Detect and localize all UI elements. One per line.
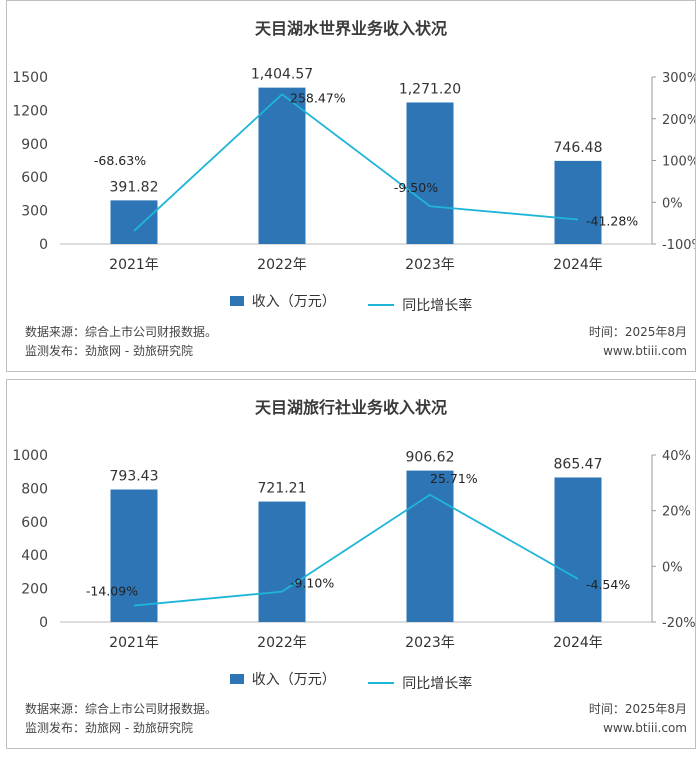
growth-value-label: -14.09% — [86, 584, 138, 599]
y-tick-label: 400 — [21, 548, 48, 564]
footer-left: 数据来源：综合上市公司财报数据。 监测发布：劲旅网 - 劲旅研究院 — [25, 700, 217, 738]
legend-bar-swatch — [229, 674, 244, 684]
bar-value-label: 906.62 — [406, 450, 455, 466]
y-tick-label: 1500 — [12, 70, 48, 86]
y2-tick-label: 100% — [662, 155, 695, 170]
bar — [258, 87, 306, 244]
y-tick-label: 300 — [21, 204, 48, 220]
bar-value-label: 1,271.20 — [399, 81, 461, 97]
legend-item-revenue: 收入（万元） — [229, 669, 336, 689]
y2-tick-label: 20% — [662, 505, 691, 520]
growth-value-label: 258.47% — [290, 90, 346, 105]
x-tick-label: 2022年 — [257, 257, 307, 273]
y-tick-label: 0 — [39, 615, 48, 631]
growth-value-label: -9.10% — [290, 576, 334, 591]
legend-label: 同比增长率 — [402, 676, 473, 692]
bar-value-label: 1,404.57 — [251, 67, 313, 83]
y2-tick-label: 300% — [662, 71, 695, 86]
growth-value-label: -41.28% — [586, 213, 638, 228]
footer-left: 数据来源：综合上市公司财报数据。 监测发布：劲旅网 - 劲旅研究院 — [25, 323, 217, 361]
bar-value-label: 391.82 — [110, 179, 159, 195]
legend-line-swatch — [368, 682, 395, 684]
publisher-text: 监测发布：劲旅网 - 劲旅研究院 — [25, 344, 193, 358]
bar — [554, 160, 602, 244]
bar-value-label: 721.21 — [258, 481, 307, 497]
growth-value-label: 25.71% — [430, 471, 478, 486]
chart-panel-water-world: 天目湖水世界业务收入状况 0 300 600 900 1200 1500 -100% 0% 10… — [6, 0, 696, 372]
site-text: www.btiii.com — [603, 344, 687, 358]
y2-tick-label: 0% — [662, 560, 683, 575]
bar — [406, 470, 454, 622]
growth-value-label: -68.63% — [94, 153, 146, 168]
y2-tick-label: -100% — [662, 238, 695, 253]
legend-label: 收入（万元） — [251, 672, 336, 688]
growth-value-label: -9.50% — [394, 180, 438, 195]
bar — [406, 102, 454, 244]
legend-item-revenue: 收入（万元） — [229, 291, 336, 311]
chart-panel-travel-agency: 天目湖旅行社业务收入状况 0 200 400 600 800 1000 -20% 0% 20% 4… — [6, 379, 696, 749]
bar — [554, 477, 602, 622]
y2-tick-label: 200% — [662, 113, 695, 128]
x-tick-label: 2021年 — [109, 635, 159, 651]
y-tick-label: 200 — [21, 582, 48, 598]
time-text: 时间：2025年8月 — [588, 702, 687, 716]
x-tick-label: 2024年 — [553, 257, 603, 273]
bar-value-label: 793.43 — [110, 468, 159, 484]
chart-title: 天目湖旅行社业务收入状况 — [254, 398, 447, 417]
chart-title: 天目湖水世界业务收入状况 — [254, 19, 447, 38]
legend-label: 收入（万元） — [251, 294, 336, 310]
growth-value-label: -4.54% — [586, 577, 630, 592]
y-tick-label: 900 — [21, 137, 48, 153]
y-tick-label: 1200 — [12, 103, 48, 119]
bar — [110, 489, 158, 622]
legend-bar-swatch — [229, 296, 244, 306]
site-text: www.btiii.com — [603, 721, 687, 735]
x-tick-label: 2023年 — [405, 257, 455, 273]
x-tick-label: 2022年 — [257, 635, 307, 651]
y-tick-label: 600 — [21, 515, 48, 531]
growth-line — [133, 493, 579, 607]
x-tick-label: 2023年 — [405, 635, 455, 651]
x-tick-label: 2021年 — [109, 257, 159, 273]
bar — [110, 200, 158, 244]
chart-legend: 收入（万元） 同比增长率 — [7, 669, 695, 693]
data-source-text: 数据来源：综合上市公司财报数据。 — [25, 325, 218, 339]
bar — [258, 501, 306, 622]
time-text: 时间：2025年8月 — [588, 325, 687, 339]
legend-item-growth: 同比增长率 — [368, 295, 472, 315]
y-tick-label: 600 — [21, 170, 48, 186]
y2-tick-label: 40% — [662, 449, 691, 464]
publisher-text: 监测发布：劲旅网 - 劲旅研究院 — [25, 721, 193, 735]
bar-value-label: 746.48 — [554, 140, 603, 156]
data-source-text: 数据来源：综合上市公司财报数据。 — [25, 702, 218, 716]
growth-line — [133, 93, 579, 232]
x-tick-label: 2024年 — [553, 635, 603, 651]
footer-right: 时间：2025年8月 www.btiii.com — [589, 700, 687, 738]
bar-value-label: 865.47 — [554, 456, 603, 472]
legend-line-swatch — [368, 304, 395, 306]
footer-right: 时间：2025年8月 www.btiii.com — [589, 323, 687, 361]
chart-plot-area: 0 200 400 600 800 1000 -20% 0% 20% 40% 793.43 721.2… — [12, 448, 695, 651]
legend-item-growth: 同比增长率 — [368, 673, 472, 693]
legend-label: 同比增长率 — [402, 298, 473, 314]
y2-tick-label: -20% — [662, 616, 695, 631]
y-tick-label: 0 — [39, 237, 48, 253]
y-tick-label: 800 — [21, 481, 48, 497]
y-tick-label: 1000 — [12, 448, 48, 464]
chart-plot-area: 0 300 600 900 1200 1500 -100% 0% 100% 200% 300% 391… — [12, 67, 695, 273]
chart-legend: 收入（万元） 同比增长率 — [7, 291, 695, 315]
y2-tick-label: 0% — [662, 196, 683, 211]
